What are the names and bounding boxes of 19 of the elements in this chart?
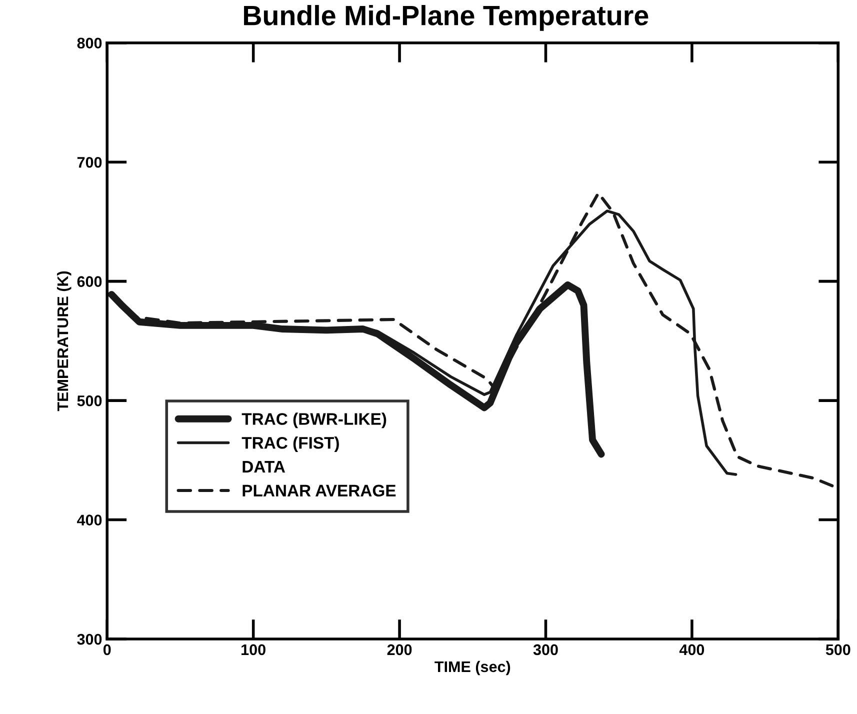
legend-label: PLANAR AVERAGE [242,484,396,496]
x-tick-label: 0 [103,644,111,656]
x-tick-label: 500 [826,644,850,656]
x-tick-label: 400 [679,644,704,656]
legend-label: TRAC (BWR-LIKE) [242,412,386,428]
y-tick-label: 800 [77,38,102,49]
annotation: DATA [242,461,286,472]
x-axis-title: TIME (sec) [434,660,510,676]
legend-label: TRAC (FIST) [242,436,339,452]
chart-title: Bundle Mid-Plane Temperature [244,5,648,31]
y-axis-title: TEMPERATURE (K) [56,271,72,412]
y-tick-label: 500 [77,395,102,406]
x-tick-label: 200 [387,644,412,656]
y-tick-label: 700 [77,156,102,168]
x-tick-label: 100 [242,644,266,656]
y-tick-label: 300 [77,634,102,645]
y-tick-label: 400 [77,514,102,526]
y-tick-label: 600 [77,276,102,287]
x-tick-label: 300 [533,644,558,656]
